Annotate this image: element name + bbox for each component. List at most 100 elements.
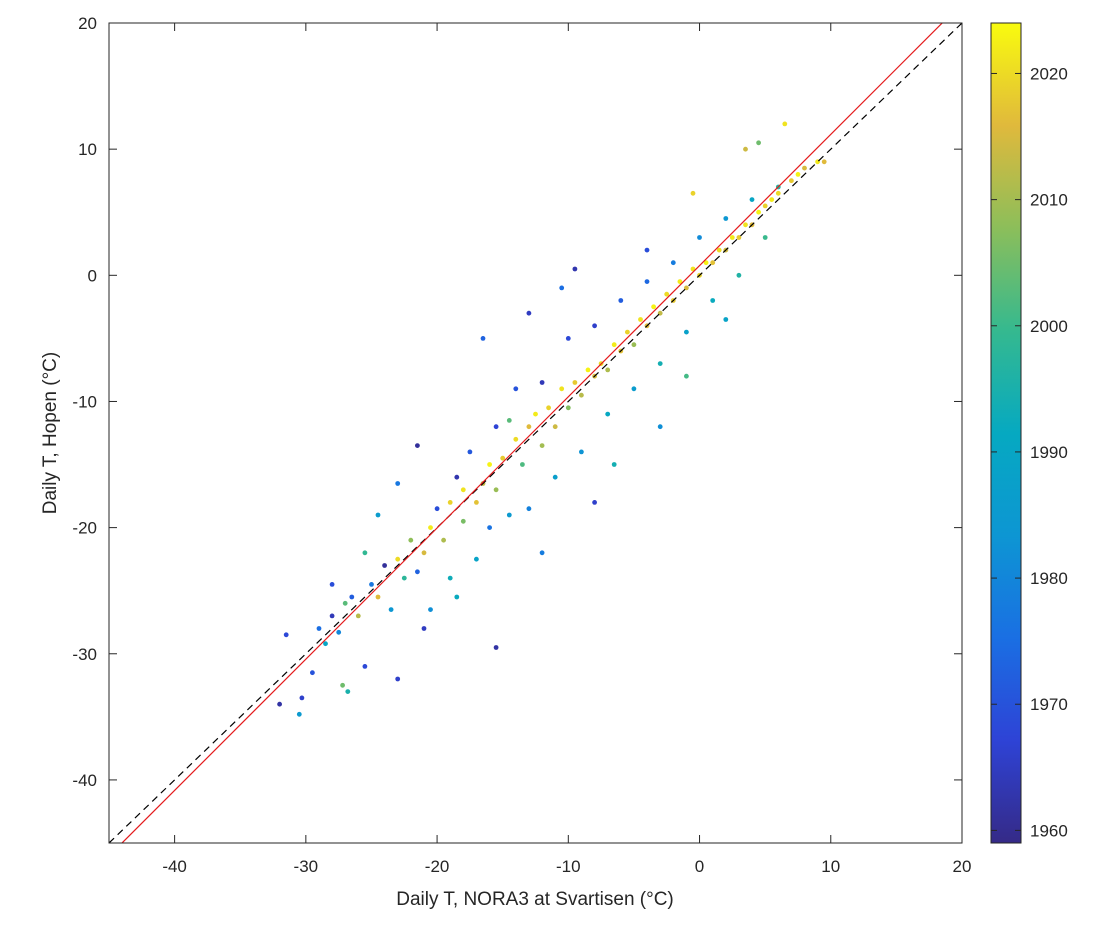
scatter-point [362, 550, 368, 556]
scatter-point [605, 367, 611, 373]
scatter-point [526, 506, 532, 512]
scatter-point [421, 550, 427, 556]
scatter-point [415, 569, 420, 575]
scatter-point [697, 235, 702, 240]
scatter-point [395, 556, 401, 562]
y-tick-label: -10 [72, 392, 97, 411]
y-tick-label: 0 [88, 266, 97, 285]
scatter-point [789, 178, 794, 184]
scatter-point [579, 392, 584, 398]
scatter-point [329, 582, 335, 587]
scatter-point [552, 474, 558, 480]
scatter-point [447, 575, 453, 581]
scatter-point [355, 613, 361, 619]
scatter-point [336, 629, 342, 635]
colorbar-tick-label: 1970 [1030, 695, 1068, 714]
scatter-point [618, 298, 624, 303]
scatter-point [454, 474, 460, 480]
x-tick-label: -20 [425, 857, 450, 876]
scatter-point [500, 455, 506, 461]
scatter-point [316, 626, 322, 631]
scatter-point [513, 436, 519, 442]
scatter-point [388, 607, 394, 612]
scatter-point [756, 140, 761, 146]
scatter-point [375, 512, 381, 518]
y-tick-label: 20 [78, 14, 97, 33]
scatter-point [493, 487, 499, 493]
scatter-point [670, 260, 676, 266]
scatter-point [723, 317, 729, 322]
x-tick-label: 20 [953, 857, 972, 876]
scatter-point [611, 342, 617, 348]
scatter-point [743, 222, 748, 228]
scatter-point [329, 613, 335, 619]
scatter-point [454, 594, 460, 600]
y-tick-label: -40 [72, 771, 97, 790]
scatter-point [592, 500, 597, 505]
scatter-point [447, 500, 453, 505]
scatter-point [434, 506, 440, 512]
scatter-point [579, 449, 584, 455]
colorbar [990, 22, 1022, 844]
scatter-point [441, 537, 446, 543]
scatter-point [401, 575, 407, 581]
x-tick-label: -40 [162, 857, 187, 876]
scatter-point [362, 664, 368, 669]
scatter-point [460, 518, 466, 524]
scatter-point [684, 373, 689, 379]
scatter-point [408, 537, 414, 543]
scatter-point [513, 386, 519, 392]
scatter-point [756, 209, 761, 215]
scatter-point [703, 260, 709, 266]
fit-line [121, 23, 944, 843]
scatter-point [487, 525, 492, 530]
scatter-point [749, 197, 755, 203]
scatter-point [592, 323, 597, 329]
scatter-point [340, 682, 345, 688]
scatter-point [710, 260, 716, 266]
scatter-point [520, 462, 525, 467]
scatter-point [775, 190, 781, 196]
scatter-point [605, 411, 611, 417]
scatter-point [369, 582, 374, 587]
axis-ticks: -40 -30 -20 -10 0 10 20 -40 -30 -20 -10 0 10 20 [72, 14, 971, 876]
scatter-point [684, 285, 689, 291]
colorbar-ticks: 1960 1970 1980 1990 2000 2010 2020 [991, 64, 1068, 840]
reference-lines [109, 23, 962, 843]
scatter-point [716, 247, 722, 253]
scatter-point [631, 386, 637, 392]
scatter-point [296, 711, 302, 717]
y-tick-label: -30 [72, 645, 97, 664]
scatter-point [684, 329, 689, 335]
scatter-point [349, 594, 355, 600]
scatter-point [415, 443, 420, 448]
scatter-point [572, 380, 578, 385]
scatter-point [428, 607, 433, 612]
x-tick-label: -10 [556, 857, 581, 876]
scatter-point [565, 336, 571, 341]
scatter-point [493, 424, 499, 430]
scatter-point [539, 380, 545, 385]
colorbar-tick-label: 1980 [1030, 569, 1068, 588]
scatter-point [664, 291, 670, 297]
scatter-point [382, 563, 387, 568]
y-axis-label: Daily T, Hopen (°C) [40, 352, 61, 514]
x-tick-label: 10 [821, 857, 840, 876]
plot-frame [108, 22, 963, 844]
scatter-point [821, 159, 827, 165]
scatter-point [474, 500, 479, 505]
scatter-point [736, 235, 742, 240]
x-axis-label: Daily T, NORA3 at Svartisen (°C) [396, 889, 674, 910]
scatter-point [638, 317, 643, 322]
scatter-point [743, 146, 748, 152]
scatter-point [533, 411, 538, 417]
scatter-point [526, 310, 532, 316]
scatter-point [769, 197, 775, 203]
scatter-point [375, 594, 381, 600]
scatter-point [644, 279, 650, 284]
scatter-point [395, 481, 401, 486]
scatter-point [395, 676, 401, 682]
scatter-point [723, 216, 729, 221]
scatter-point [710, 298, 716, 303]
colorbar-tick-label: 2020 [1030, 64, 1068, 83]
